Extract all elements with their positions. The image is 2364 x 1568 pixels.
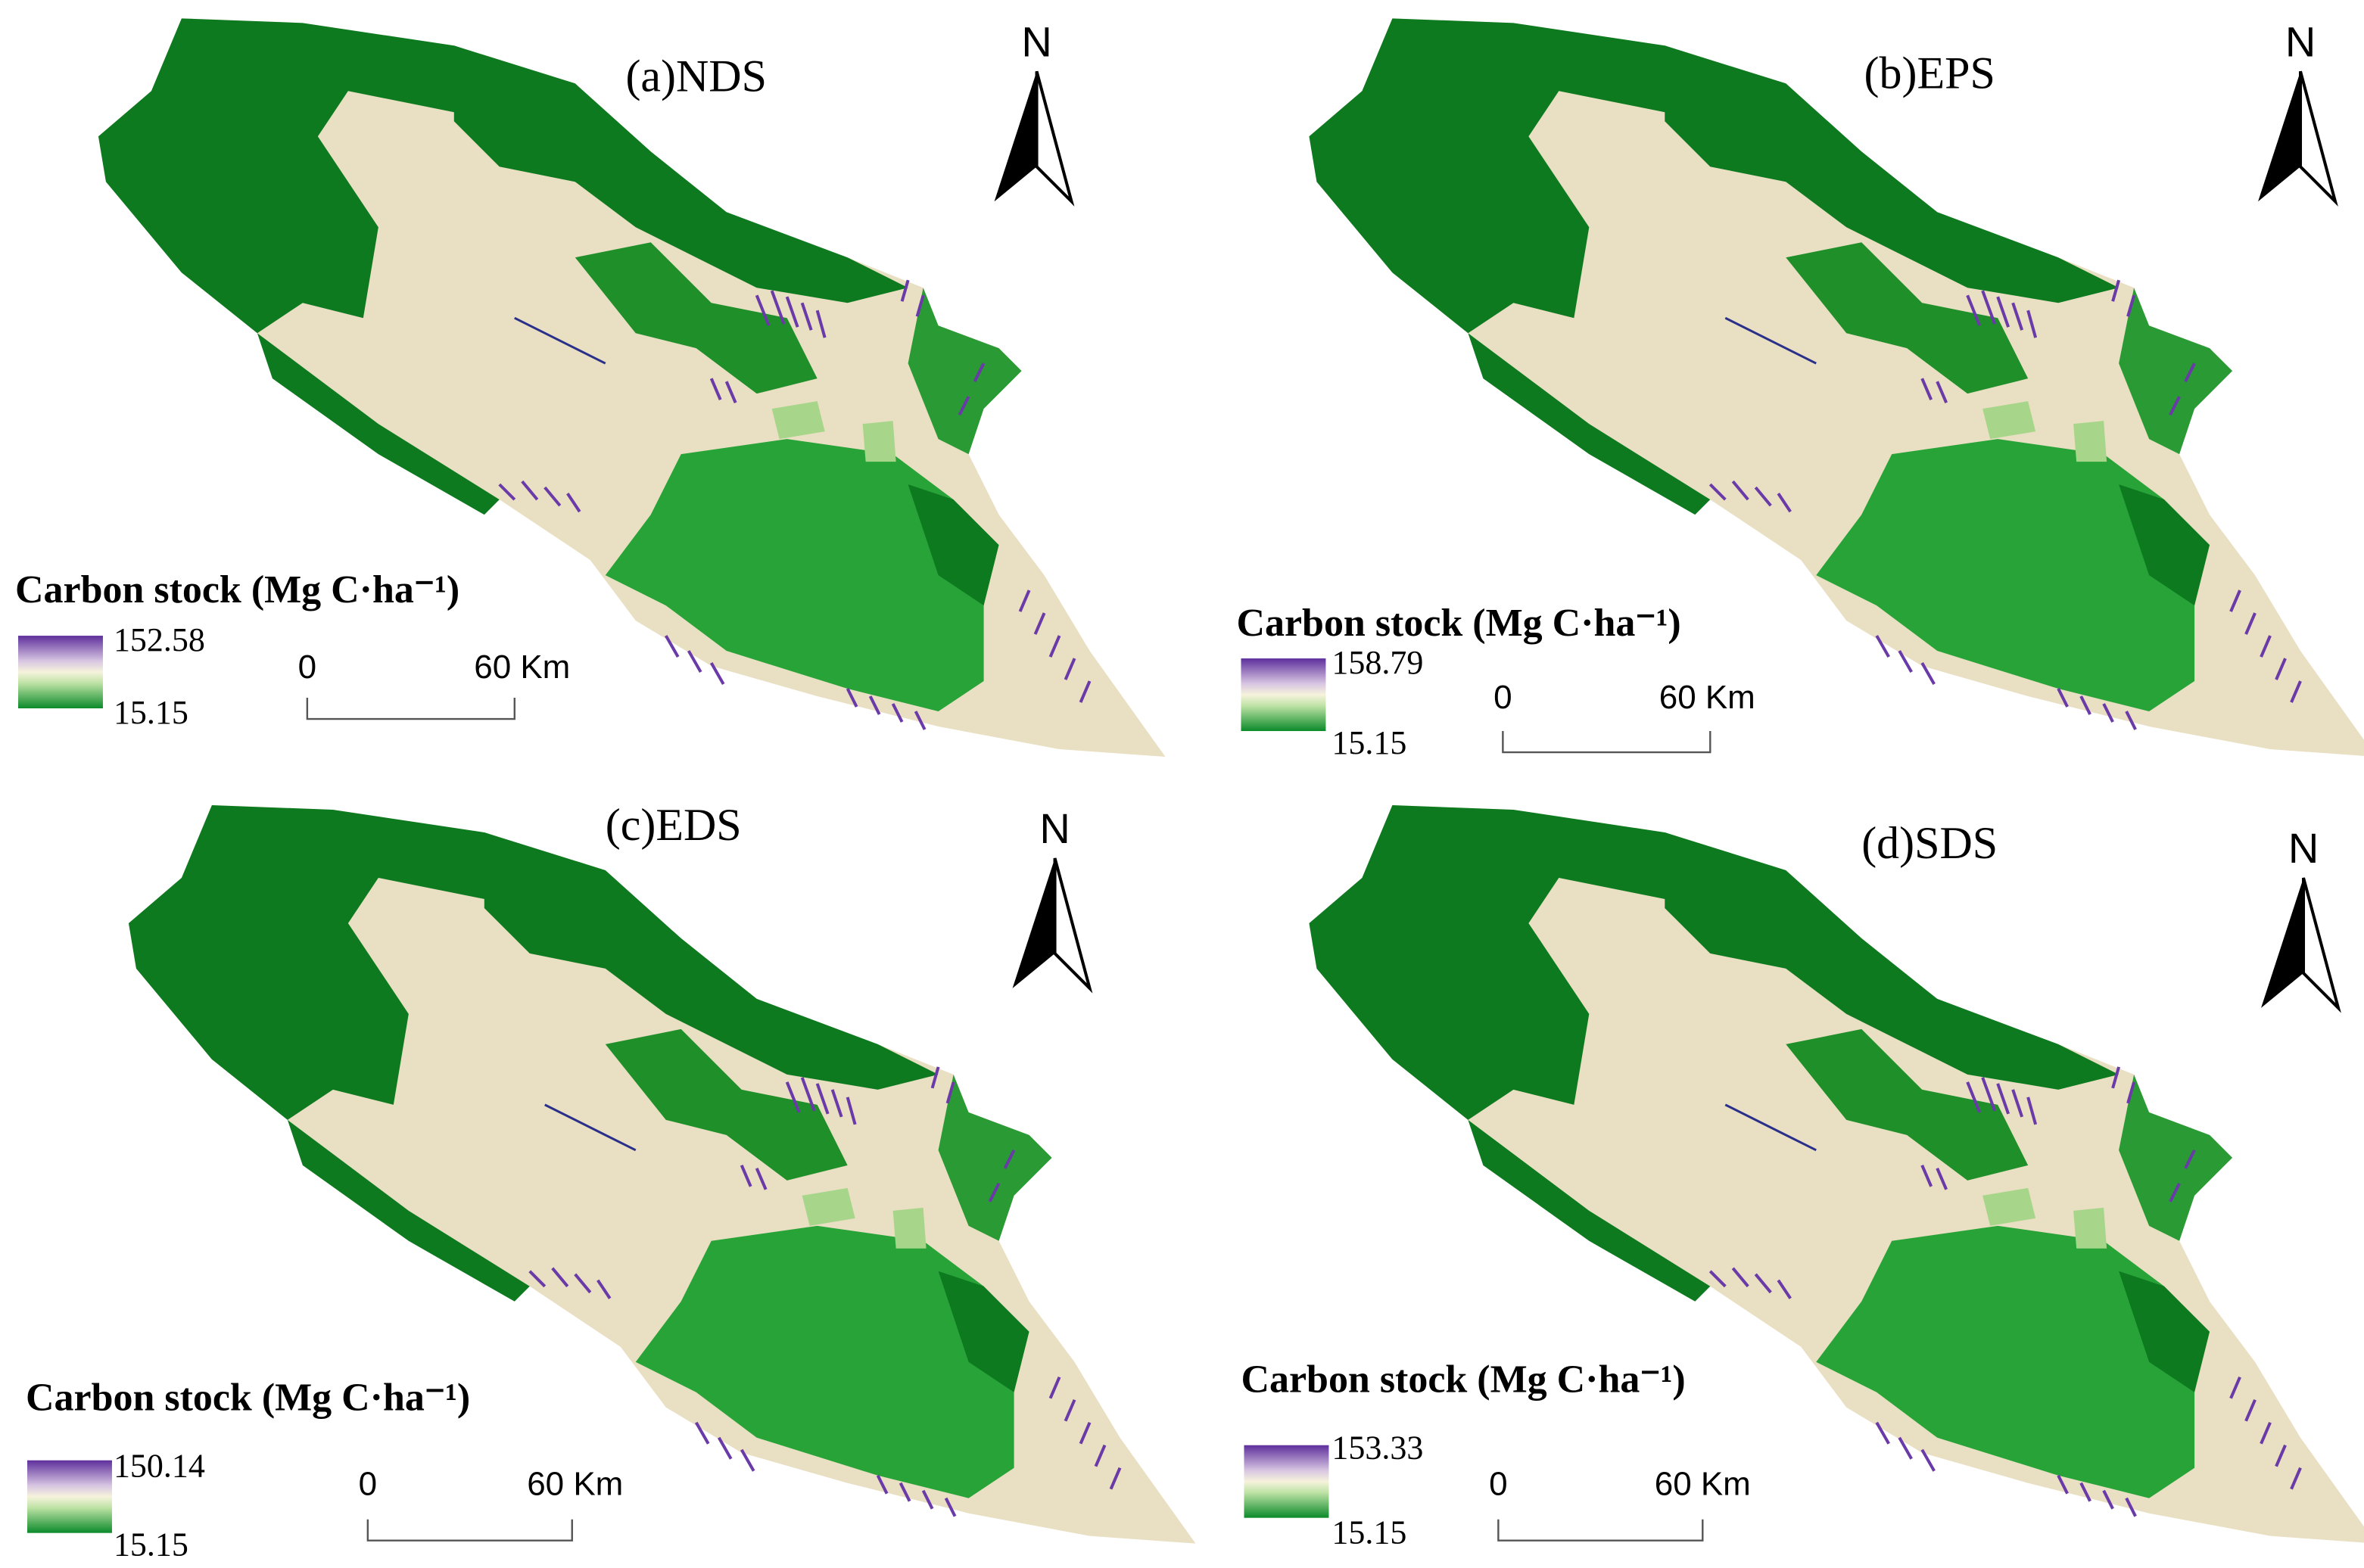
north-label: N bbox=[2288, 824, 2319, 872]
legend-title: Carbon stock (Mg C·ha⁻¹) bbox=[1236, 602, 1680, 645]
legend-colorbar bbox=[26, 1460, 112, 1533]
scale-start: 0 bbox=[1489, 1466, 1507, 1503]
map-panel: (d)SDS N Carbon stock (Mg C·ha⁻¹) 153.33 15.… bbox=[1241, 803, 2364, 1551]
scale-start: 0 bbox=[1493, 679, 1512, 716]
scale-end: 60 Km bbox=[527, 1466, 623, 1503]
map-panel: (a)NDS N Carbon stock (Mg C·ha⁻¹) 152.58 15.… bbox=[15, 17, 1167, 759]
north-arrow-left bbox=[1012, 857, 1055, 988]
scale-bar bbox=[1497, 1519, 1704, 1542]
scale-bar bbox=[306, 698, 515, 720]
north-label: N bbox=[2285, 17, 2316, 65]
legend-colorbar bbox=[17, 636, 103, 709]
scale-bar bbox=[1502, 731, 1711, 754]
scale-end: 60 Km bbox=[1655, 1466, 1751, 1503]
legend-title: Carbon stock (Mg C·ha⁻¹) bbox=[15, 568, 459, 611]
scale-start: 0 bbox=[359, 1466, 377, 1503]
north-arrow-right bbox=[2302, 877, 2341, 1013]
north-label: N bbox=[1021, 17, 1051, 65]
scale-end: 60 Km bbox=[1659, 679, 1755, 716]
legend-min: 15.15 bbox=[114, 694, 188, 731]
panel-title: (a)NDS bbox=[625, 51, 767, 101]
panel-title: (c)EDS bbox=[606, 800, 742, 850]
legend-max: 152.58 bbox=[114, 621, 205, 658]
scale-end: 60 Km bbox=[474, 649, 570, 686]
north-arrow-left bbox=[2258, 71, 2301, 202]
legend-title: Carbon stock (Mg C·ha⁻¹) bbox=[26, 1377, 470, 1420]
map-panel: (b)EPS N Carbon stock (Mg C·ha⁻¹)158.79 15.… bbox=[1236, 17, 2364, 761]
legend-max: 150.14 bbox=[114, 1448, 205, 1485]
panel-title: (d)SDS bbox=[1861, 818, 1998, 868]
scale-start: 0 bbox=[298, 649, 316, 686]
legend-max: 153.33 bbox=[1332, 1430, 1423, 1467]
north-arrow-right bbox=[1053, 857, 1093, 994]
legend-max: 158.79 bbox=[1332, 644, 1423, 681]
legend-colorbar bbox=[1244, 1445, 1329, 1518]
basin-map bbox=[1307, 17, 2364, 759]
north-arrow-left bbox=[2261, 877, 2304, 1008]
basin-map bbox=[1307, 803, 2364, 1545]
legend-min: 15.15 bbox=[1332, 724, 1406, 761]
legend-min: 15.15 bbox=[114, 1526, 188, 1563]
north-arrow-right bbox=[2299, 70, 2338, 207]
north-arrow-left bbox=[994, 71, 1037, 202]
scale-bar bbox=[366, 1519, 573, 1542]
panel-title: (b)EPS bbox=[1864, 48, 1995, 98]
legend-title: Carbon stock (Mg C·ha⁻¹) bbox=[1241, 1358, 1685, 1402]
map-panel: (c)EDS N Carbon stock (Mg C·ha⁻¹) 150.14 15.… bbox=[26, 800, 1198, 1563]
north-arrow-right bbox=[1035, 70, 1075, 207]
basin-map bbox=[126, 803, 1198, 1545]
legend-min: 15.15 bbox=[1332, 1514, 1406, 1551]
legend-colorbar bbox=[1241, 658, 1326, 732]
north-label: N bbox=[1039, 804, 1070, 852]
basin-map bbox=[96, 17, 1167, 759]
